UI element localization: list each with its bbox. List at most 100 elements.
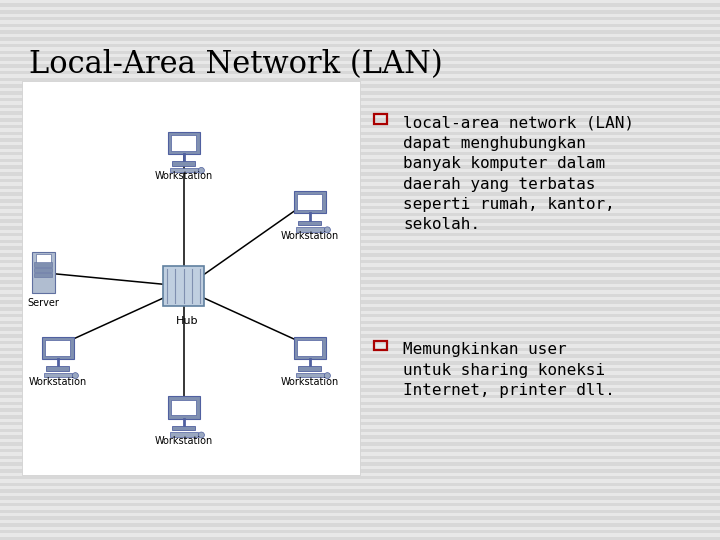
Bar [172,161,195,166]
Text: Workstation: Workstation [29,376,86,387]
Bar [0,30,720,33]
Bar [0,125,720,128]
Bar [0,476,720,480]
Text: Local-Area Network (LAN): Local-Area Network (LAN) [29,49,443,79]
Bar [0,240,720,243]
Bar [35,268,52,272]
Bar [0,294,720,297]
Bar [294,337,325,359]
Bar [168,396,199,419]
Bar [0,98,720,102]
Bar [0,516,720,519]
Bar [0,253,720,256]
Bar [0,496,720,500]
Bar [32,252,55,293]
Bar [297,194,322,210]
Bar [0,159,720,162]
Bar [0,327,720,330]
Bar [0,213,720,216]
Bar [0,206,720,209]
Bar [168,132,199,154]
Bar [35,273,52,277]
Text: local-area network (LAN)
dapat menghubungkan
banyak komputer dalam
daerah yang t: local-area network (LAN) dapat menghubun… [403,116,634,232]
Ellipse shape [324,227,330,233]
Bar [45,340,70,356]
Bar [0,71,720,74]
Bar [0,51,720,54]
Bar [0,368,720,372]
Bar [0,408,720,411]
Bar [42,337,73,359]
Bar [0,280,720,284]
Bar [298,367,321,371]
Bar [0,402,720,405]
Bar [0,226,720,230]
Bar [0,415,720,418]
Bar [297,340,322,356]
Bar [0,78,720,81]
Bar [374,114,387,124]
Bar [0,456,720,459]
Bar [0,132,720,135]
Bar [0,354,720,357]
Bar [0,10,720,14]
Bar [46,367,69,371]
Bar [0,192,720,195]
Bar [0,219,720,222]
Bar [0,395,720,399]
Bar [0,530,720,534]
Bar [171,400,196,415]
Bar [0,334,720,338]
Bar [0,361,720,365]
Bar [0,503,720,507]
Bar [0,91,720,94]
Bar [169,432,198,437]
Bar [0,44,720,47]
Bar [0,422,720,426]
Bar [0,348,720,351]
Bar [169,167,198,172]
Bar [0,287,720,291]
Bar [0,449,720,453]
Bar [0,375,720,378]
Ellipse shape [198,432,204,438]
Bar [0,469,720,472]
Bar [0,483,720,486]
Bar [0,300,720,303]
Bar [163,266,204,306]
Text: Workstation: Workstation [281,376,338,387]
Bar [0,152,720,156]
Bar [0,321,720,324]
Bar [0,429,720,432]
Bar [0,246,720,249]
Bar [0,307,720,310]
Ellipse shape [324,373,330,379]
Bar [298,221,321,225]
Bar [0,489,720,492]
Bar [0,199,720,202]
Bar [36,254,50,265]
Bar [0,435,720,438]
Bar [171,135,196,151]
Bar [0,165,720,168]
Bar [0,537,720,540]
Bar [0,273,720,276]
Bar [43,373,72,377]
Text: Hub: Hub [176,316,199,326]
Bar [0,186,720,189]
Ellipse shape [72,373,78,379]
Bar [22,81,360,475]
Bar [294,191,325,213]
Bar [0,118,720,122]
Bar [0,37,720,40]
Bar [295,373,324,377]
Bar [0,24,720,27]
Bar [0,172,720,176]
Text: Memungkinkan user
untuk sharing koneksi
Internet, printer dll.: Memungkinkan user untuk sharing koneksi … [403,342,615,398]
Text: Workstation: Workstation [155,171,212,181]
Bar [0,260,720,263]
Bar [0,17,720,20]
Text: Workstation: Workstation [281,231,338,241]
Bar [0,57,720,60]
Bar [0,111,720,115]
